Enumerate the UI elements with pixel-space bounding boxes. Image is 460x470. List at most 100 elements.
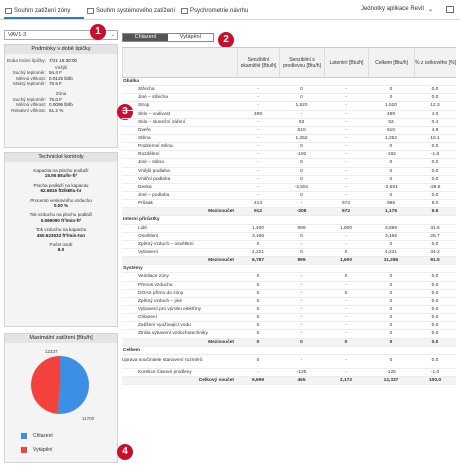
cell-value: [324, 347, 368, 354]
table-row: Jiné – stěna - 0 - 0 0.0: [122, 159, 456, 168]
subtotal-row: Celkový součet 9,699 465 2,172 12,337 100.0: [122, 376, 456, 386]
section-row: Interní přírůstky: [122, 216, 456, 225]
pie-slice-0: [57, 356, 90, 414]
cell-value: 0.0: [431, 168, 439, 174]
tab-design-psychrometrics[interactable]: Psychrometrie návrhu: [180, 4, 264, 19]
row-label: Jiné – podlaha: [138, 192, 170, 198]
pie-value-label: 12337: [45, 349, 58, 354]
outdoor-label: Mokrý teploměr:: [13, 81, 46, 87]
subtotal-row: Mezisoučet 912 -308 572 1,176 9.5: [122, 208, 456, 217]
row-label: Zatížení využívající vodu: [138, 323, 191, 329]
row-label: Stěna: [138, 135, 151, 141]
cell-value: 0.0: [431, 274, 439, 280]
row-label: Jiné – střecha: [138, 95, 168, 101]
cell-value: -: [345, 282, 347, 288]
cell-value: 0: [256, 274, 260, 280]
cell-value: [414, 265, 456, 272]
chevron-down-icon: ⌄: [110, 32, 115, 38]
engineering-checks-panel: Technické kontroly Kapacita na plochu po…: [4, 152, 118, 327]
cell-value: 572: [341, 209, 350, 215]
cell-value: 0: [300, 339, 303, 345]
column-header: Celkem [Btu/h]: [368, 48, 414, 77]
cell-value: -125: [386, 369, 396, 375]
cell-value: -: [300, 274, 303, 280]
tab-system-load-summary[interactable]: Souhrn systémového zatížení: [86, 4, 178, 19]
cell-value: 0: [389, 176, 393, 182]
row-label: Jiné – stěna: [138, 160, 164, 166]
cell-value: 53: [298, 119, 305, 125]
cell-value: [324, 78, 368, 85]
cell-value: -: [300, 323, 303, 329]
cell-value: -: [300, 201, 303, 207]
row-label: Chlazení: [138, 315, 157, 321]
cooling-toggle-button[interactable]: Chlazení: [123, 34, 168, 41]
cell-value: 4.0: [431, 111, 439, 117]
outdoor-label: Vnější: [54, 64, 68, 70]
table-row: Sklo – sluneční záření - 53 - 53 0.4: [122, 119, 456, 127]
tab-zone-load-summary[interactable]: Souhrn zatížení zóny: [4, 4, 84, 19]
table-row: Vybavení 4,221 0 0 4,221 34.2: [122, 249, 456, 258]
cell-value: 0.4: [431, 119, 439, 125]
tab-label: Souhrn zatížení zóny: [14, 8, 71, 14]
cell-value: 0.0: [431, 323, 439, 329]
cell-value: -: [345, 152, 347, 158]
table-row: Ventilace zóny 0 - 0 0 0.0: [122, 273, 456, 282]
cell-value: 0: [389, 323, 393, 329]
cell-value: 0: [389, 241, 393, 247]
cell-value: 499: [386, 111, 395, 117]
cell-value: -: [345, 103, 347, 109]
legend-item: Chlazení: [21, 433, 117, 439]
row-label: Celkem: [123, 347, 141, 353]
outdoor-value: 0.0125 lb/lb: [49, 75, 73, 81]
cell-value: 0: [300, 87, 303, 93]
cell-value: 3,166: [384, 233, 397, 239]
legend-label: Vytápění: [33, 447, 53, 453]
peak-time: Doba trvání špičky: 7/21 15:30:00: [5, 58, 117, 64]
subtotal-row: Mezisoučet 0 0 0 0 0.0: [122, 338, 456, 347]
table-row: Podzemní stěna - 0 - 0 0.0: [122, 143, 456, 152]
units-dropdown[interactable]: Jednotky aplikace Revit: [360, 6, 424, 12]
cell-value: 0: [300, 233, 303, 239]
zone-row: Měrná vlhkost: 0.0095 lb/lb: [5, 102, 117, 108]
peak-time-value: 7/21 15:30:00: [49, 58, 78, 63]
table-row: Sklo – vodivost 499 - - 499 4.0: [122, 111, 456, 119]
cell-value: 2,172: [339, 377, 352, 383]
cell-value: 1,600: [339, 258, 352, 264]
cell-value: -: [345, 135, 347, 141]
cooling-heating-toggle[interactable]: Chlazení Vytápění: [122, 33, 214, 42]
zone-select[interactable]: VAV1-3 ⌄: [4, 30, 118, 40]
zone-select-value: VAV1-3: [8, 32, 27, 38]
row-label: Mezisoučet: [208, 339, 234, 345]
cell-value: 1,520: [384, 103, 397, 109]
table-row: Korekce časové prodlevy - -125 - -125 -1.0: [122, 369, 456, 377]
tab-label: Souhrn systémového zatížení: [96, 8, 176, 14]
cell-value: -: [257, 95, 259, 101]
cell-value: -: [257, 168, 259, 174]
chevron-down-icon[interactable]: ⌄: [427, 7, 433, 13]
cell-value: 12.3: [430, 103, 440, 109]
cell-value: 0: [389, 282, 393, 288]
heating-toggle-button[interactable]: Vytápění: [168, 34, 213, 41]
cell-value: -: [345, 176, 347, 182]
print-icon[interactable]: [446, 6, 454, 13]
table-row: Průsak 413 - 572 986 8.0: [122, 200, 456, 209]
max-load-pie-chart: 12337 11700: [31, 349, 95, 421]
cell-value: 0: [256, 323, 260, 329]
cell-value: -: [300, 315, 303, 321]
column-header: % z celkového [%]: [414, 48, 456, 77]
cell-value: -: [300, 331, 303, 337]
row-label: Úprava součinitele stanovení rozměrů: [122, 358, 203, 364]
cell-value: 1,252: [295, 135, 308, 141]
cell-value: 986: [386, 201, 395, 207]
cell-value: 899: [297, 225, 306, 231]
row-label: Lidé: [138, 225, 148, 231]
cell-value: -1.6: [430, 152, 440, 158]
cell-value: 0: [344, 249, 348, 255]
cell-value: -: [257, 87, 259, 93]
cell-value: 0: [256, 306, 260, 312]
check-label: Tok vzduchu na kapacitu: [35, 227, 87, 233]
row-label: Zpětný vzduch – jiné: [138, 298, 182, 304]
cell-value: -: [257, 135, 259, 141]
cell-value: 0: [389, 160, 393, 166]
report-icon: [5, 8, 12, 14]
